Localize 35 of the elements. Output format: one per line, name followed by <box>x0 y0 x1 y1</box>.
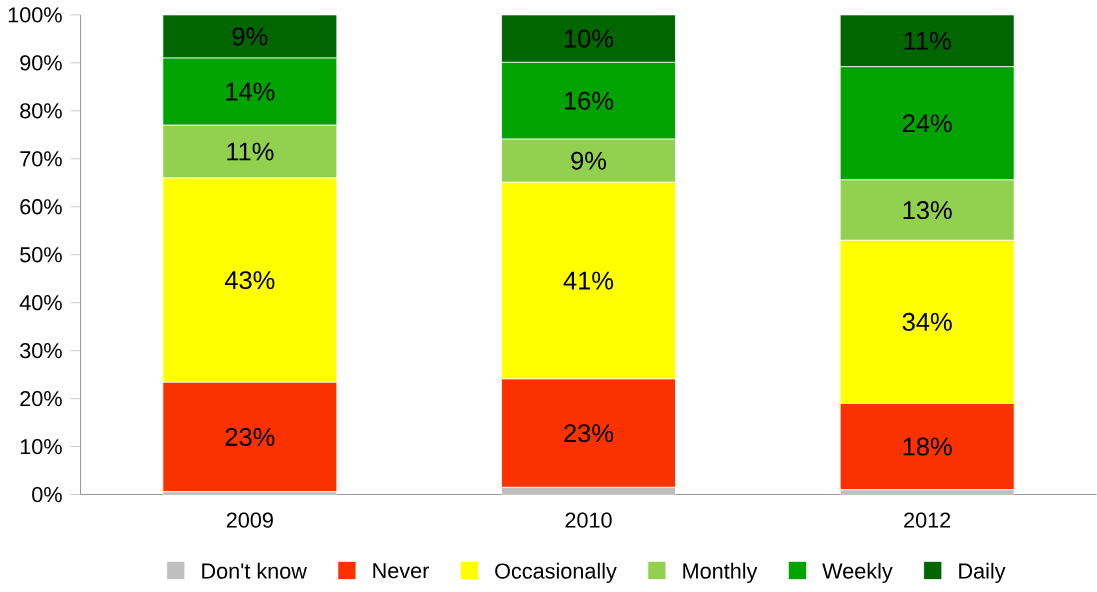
data-label: 24% <box>902 114 952 133</box>
data-label: 18% <box>903 437 952 456</box>
data-label: 34% <box>902 312 952 331</box>
x-tick-label: 2010 <box>565 512 612 528</box>
data-label: 43% <box>224 271 275 290</box>
y-tick-label: 40% <box>19 295 62 311</box>
y-tick-label: 70% <box>20 151 62 167</box>
legend-label: Monthly <box>683 562 758 584</box>
legend-label: Weekly <box>822 562 893 584</box>
y-tick-label: 30% <box>20 343 62 359</box>
y-tick-label: 60% <box>20 199 62 215</box>
data-label: 9% <box>571 151 607 170</box>
data-label: 9% <box>232 27 268 46</box>
y-tick-label: 80% <box>20 103 62 119</box>
data-label: 10% <box>564 29 614 48</box>
data-label: 14% <box>226 82 275 101</box>
y-tick-label: 50% <box>20 247 62 263</box>
y-tick-label: 20% <box>20 391 62 407</box>
data-label: 11% <box>227 142 274 161</box>
data-label: 13% <box>903 201 952 220</box>
data-label: 23% <box>225 428 275 447</box>
data-label: 23% <box>564 424 614 443</box>
x-tick-label: 2009 <box>226 512 273 528</box>
legend-label: Occasionally <box>495 562 617 584</box>
legend-label: Never <box>373 563 429 579</box>
x-tick-label: 2012 <box>904 512 951 528</box>
data-label: 16% <box>564 91 614 110</box>
y-tick-label: 10% <box>20 438 62 455</box>
data-label: 41% <box>563 271 614 290</box>
y-tick-label: 90% <box>20 55 62 71</box>
data-label: 11% <box>904 31 951 50</box>
y-tick-label: 0% <box>32 486 62 503</box>
legend-label: Don't know <box>202 562 307 579</box>
y-tick-label: 100% <box>8 7 62 23</box>
legend-label: Daily <box>959 562 1006 584</box>
